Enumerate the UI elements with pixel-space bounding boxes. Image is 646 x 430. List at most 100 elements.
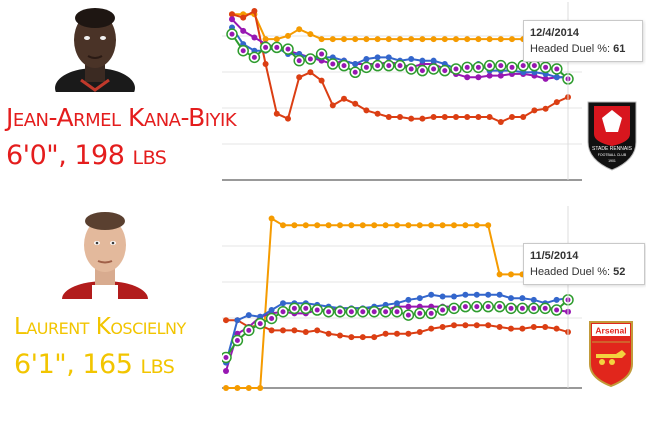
line-chart-kana-biyik bbox=[222, 2, 582, 181]
data-point-orange bbox=[341, 36, 347, 43]
chart-tooltip-koscielny: 11/5/2014 Headed Duel %: 52 bbox=[523, 243, 645, 285]
logo-text-line3: 1901 bbox=[608, 159, 616, 163]
data-point-orange bbox=[508, 271, 514, 278]
stade-rennais-logo: STADE RENNAIS FOOTBALL CLUB 1901 bbox=[584, 98, 640, 177]
data-point-orange bbox=[464, 36, 471, 43]
data-point-blue bbox=[419, 57, 426, 64]
data-point-red bbox=[519, 325, 526, 332]
player-name-kana-biyik: Jean-Armel Kana-Biyik bbox=[6, 103, 237, 132]
data-point-red bbox=[262, 61, 269, 67]
data-point-purple bbox=[464, 74, 471, 81]
data-point-blue bbox=[416, 295, 423, 302]
data-point-inner bbox=[240, 48, 246, 54]
data-point-purple bbox=[229, 16, 235, 23]
data-point-orange bbox=[416, 222, 423, 229]
data-point-orange bbox=[382, 222, 389, 229]
data-point-blue bbox=[553, 74, 560, 81]
data-point-red bbox=[352, 100, 359, 107]
data-point-orange bbox=[280, 222, 286, 229]
data-point-inner bbox=[431, 66, 437, 72]
data-point-inner bbox=[394, 309, 400, 315]
data-point-inner bbox=[498, 63, 504, 69]
data-point-blue bbox=[363, 56, 370, 63]
data-point-red bbox=[464, 114, 471, 121]
data-point-blue bbox=[496, 291, 503, 298]
data-point-inner bbox=[257, 321, 263, 327]
data-point-blue bbox=[245, 312, 252, 319]
data-point-inner bbox=[453, 66, 459, 72]
data-point-inner bbox=[269, 315, 275, 321]
data-point-orange bbox=[473, 222, 480, 229]
data-point-red bbox=[291, 327, 298, 334]
data-point-orange bbox=[223, 385, 229, 391]
data-point-orange bbox=[302, 222, 309, 229]
data-point-inner bbox=[428, 310, 434, 316]
data-point-orange bbox=[348, 222, 355, 229]
data-point-red bbox=[530, 323, 537, 330]
player-stats-kana-biyik: 6'0", 198 lbs bbox=[6, 140, 167, 171]
data-point-red bbox=[428, 325, 435, 332]
arsenal-logo: Arsenal bbox=[586, 318, 636, 393]
data-point-inner bbox=[554, 307, 560, 313]
data-point-orange bbox=[453, 36, 459, 43]
data-point-orange bbox=[245, 385, 252, 391]
data-point-red bbox=[348, 334, 355, 341]
data-point-red bbox=[337, 332, 343, 339]
data-point-red bbox=[280, 327, 286, 334]
data-point-inner bbox=[509, 64, 515, 70]
data-point-orange bbox=[485, 222, 492, 229]
data-point-inner bbox=[330, 61, 336, 67]
data-point-orange bbox=[397, 36, 403, 43]
data-point-red bbox=[553, 325, 560, 332]
data-point-blue bbox=[405, 296, 412, 303]
data-point-blue bbox=[428, 291, 435, 298]
data-point-inner bbox=[363, 64, 369, 70]
data-point-blue bbox=[485, 291, 492, 298]
data-point-inner bbox=[397, 63, 403, 69]
player-stats-koscielny: 6'1", 165 lbs bbox=[14, 349, 175, 380]
data-point-inner bbox=[520, 63, 526, 69]
data-point-inner bbox=[229, 31, 235, 37]
player-photo-kana-biyik bbox=[55, 0, 135, 92]
data-point-red bbox=[419, 115, 426, 122]
data-point-inner bbox=[462, 304, 468, 310]
data-point-red bbox=[553, 99, 560, 106]
data-point-red bbox=[520, 114, 527, 121]
data-point-inner bbox=[280, 309, 286, 315]
data-point-red bbox=[451, 322, 457, 329]
data-point-orange bbox=[359, 222, 366, 229]
data-point-inner bbox=[485, 304, 491, 310]
data-point-orange bbox=[262, 36, 269, 43]
data-point-red bbox=[314, 327, 321, 334]
data-point-red bbox=[325, 330, 332, 337]
data-point-red bbox=[382, 330, 389, 337]
data-point-inner bbox=[263, 44, 269, 50]
data-point-purple bbox=[486, 72, 493, 79]
data-point-inner bbox=[543, 64, 549, 70]
data-point-blue bbox=[268, 307, 275, 314]
data-point-inner bbox=[408, 66, 414, 72]
data-point-inner bbox=[542, 305, 548, 311]
player-name-koscielny: Laurent Koscielny bbox=[14, 314, 186, 340]
data-point-orange bbox=[439, 222, 446, 229]
data-point-inner bbox=[319, 51, 325, 57]
data-point-inner bbox=[314, 307, 320, 313]
chart-tooltip-kana-biyik: 12/4/2014 Headed Duel %: 61 bbox=[523, 20, 643, 62]
data-point-orange bbox=[314, 222, 321, 229]
data-point-inner bbox=[274, 44, 280, 50]
data-point-inner bbox=[234, 338, 240, 344]
data-point-orange bbox=[475, 36, 482, 43]
data-point-red bbox=[462, 322, 469, 329]
data-point-red bbox=[475, 114, 482, 121]
data-point-orange bbox=[496, 271, 503, 278]
data-point-red bbox=[496, 323, 503, 330]
data-point-inner bbox=[246, 327, 252, 333]
data-point-red bbox=[363, 107, 370, 114]
data-point-inner bbox=[417, 310, 423, 316]
data-point-orange bbox=[419, 36, 426, 43]
data-point-inner bbox=[497, 304, 503, 310]
data-point-orange bbox=[428, 222, 435, 229]
data-point-orange bbox=[273, 36, 280, 43]
data-point-orange bbox=[405, 222, 412, 229]
data-point-orange bbox=[385, 36, 392, 43]
